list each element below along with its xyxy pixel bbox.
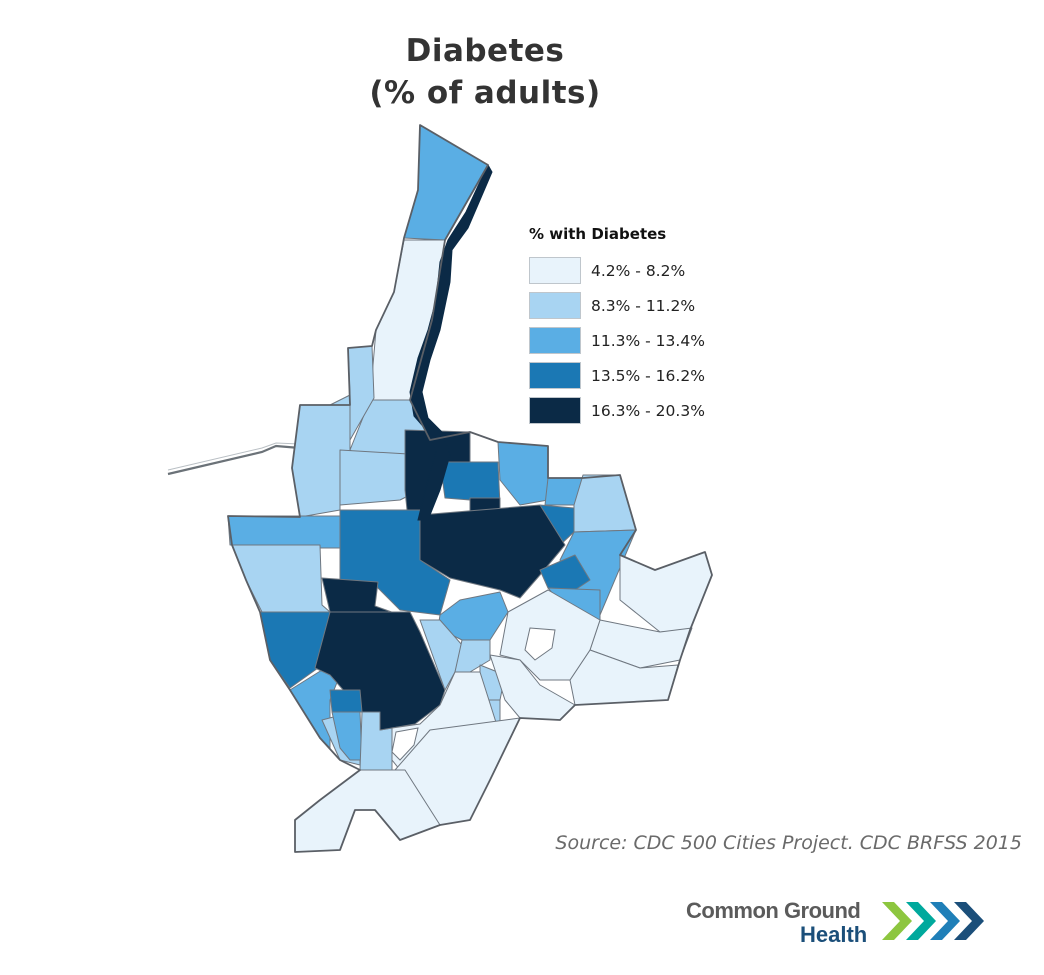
tract[interactable] [419, 504, 566, 599]
legend-label: 4.2% - 8.2% [591, 261, 686, 280]
map-title-line1: Diabetes [405, 33, 565, 69]
legend-swatch [529, 257, 581, 284]
tract[interactable] [497, 441, 549, 506]
canal-line [167, 444, 301, 476]
tract[interactable] [227, 515, 341, 549]
map-legend: % with Diabetes 4.2% - 8.2% 8.3% - 11.2%… [529, 225, 769, 428]
logo-text-line2: Health [800, 922, 868, 947]
legend-item: 8.3% - 11.2% [529, 288, 769, 323]
logo-chevrons-icon [882, 902, 984, 940]
legend-label: 8.3% - 11.2% [591, 296, 696, 315]
source-note: Source: CDC 500 Cities Project. CDC BRFS… [555, 832, 1022, 854]
tract[interactable] [619, 551, 713, 633]
canal-line-inner [167, 442, 301, 471]
legend-item: 13.5% - 16.2% [529, 358, 769, 393]
city-outline [227, 124, 713, 853]
tract[interactable] [573, 474, 637, 533]
tract[interactable] [231, 544, 331, 613]
legend-item: 4.2% - 8.2% [529, 253, 769, 288]
chevron-icon [930, 902, 960, 940]
logo-text-line1: Common Ground [686, 898, 861, 923]
chevron-icon [882, 902, 912, 940]
tract[interactable] [329, 689, 363, 713]
legend-swatch [529, 327, 581, 354]
legend-swatch [529, 292, 581, 319]
park-area [524, 627, 556, 661]
legend-title: % with Diabetes [529, 225, 667, 243]
legend-label: 16.3% - 20.3% [591, 401, 705, 420]
legend-swatch [529, 397, 581, 424]
legend-swatch [529, 362, 581, 389]
map-title-line2: (% of adults) [369, 75, 601, 111]
chevron-icon [954, 902, 984, 940]
legend-label: 13.5% - 16.2% [591, 366, 705, 385]
legend-label: 11.3% - 13.4% [591, 331, 705, 350]
tract[interactable] [539, 554, 591, 591]
park-area [391, 727, 419, 761]
chevron-icon [906, 902, 936, 940]
legend-item: 16.3% - 20.3% [529, 393, 769, 428]
map-title: Diabetes (% of adults) [290, 30, 680, 114]
tract[interactable] [403, 124, 489, 241]
tract[interactable] [314, 611, 446, 731]
common-ground-health-logo: Common Ground Health [686, 898, 996, 950]
legend-item: 11.3% - 13.4% [529, 323, 769, 358]
